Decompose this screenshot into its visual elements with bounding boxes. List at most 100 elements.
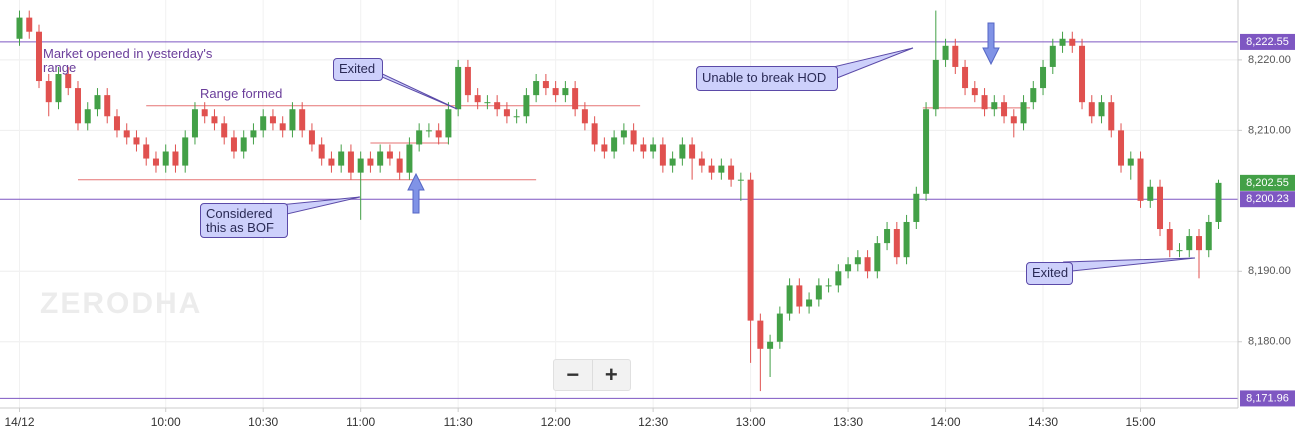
callout: Unable to break HOD	[696, 66, 838, 91]
candle-body	[562, 88, 569, 96]
candle-body	[45, 81, 52, 103]
candle-body	[279, 123, 286, 131]
candle-body	[16, 17, 23, 39]
candle-body	[581, 109, 588, 124]
candle-body	[1186, 236, 1193, 251]
candle-body	[728, 165, 735, 180]
candle-body	[542, 81, 549, 89]
candle-body	[572, 88, 579, 110]
candle-body	[455, 66, 462, 110]
candle-body	[981, 95, 988, 110]
candle-body	[1147, 186, 1154, 201]
candle-body	[1127, 158, 1134, 166]
x-tick-label: 10:30	[248, 415, 278, 429]
candle-body	[854, 257, 861, 265]
candle-body	[1108, 102, 1115, 131]
y-tick-label: 8,180.00	[1248, 336, 1291, 348]
candle-body	[689, 144, 696, 159]
candle-body	[26, 17, 33, 32]
candle-body	[191, 109, 198, 138]
candle-body	[377, 151, 384, 166]
candle-body	[903, 221, 910, 258]
candle-body	[347, 151, 354, 173]
price-label: 8,171.96	[1246, 392, 1289, 404]
candle-body	[406, 144, 413, 173]
candle-body	[357, 158, 364, 173]
candle-body	[133, 137, 140, 145]
y-tick-label: 8,190.00	[1248, 265, 1291, 277]
candle-body	[1079, 45, 1086, 103]
x-tick-label: 14:30	[1028, 415, 1058, 429]
callout-pointer	[373, 69, 458, 110]
candle-body	[113, 116, 120, 131]
candle-body	[201, 109, 208, 117]
candle-body	[484, 102, 491, 104]
callout-pointer	[1062, 257, 1196, 272]
x-tick-label: 15:00	[1126, 415, 1156, 429]
zoom-in-button[interactable]: +	[591, 360, 631, 390]
candle-body	[503, 109, 510, 117]
candle-body	[747, 179, 754, 321]
candle-body	[640, 144, 647, 152]
candle-body	[659, 144, 666, 166]
candle-body	[533, 81, 540, 96]
candle-body	[416, 130, 423, 145]
candle-body	[1176, 250, 1183, 252]
candle-body	[1098, 102, 1105, 117]
candle-body	[1157, 186, 1164, 230]
candle-body	[435, 130, 442, 138]
candle-body	[260, 116, 267, 131]
candle-body	[679, 144, 686, 159]
candle-body	[1010, 116, 1017, 124]
candle-body	[474, 95, 481, 103]
x-tick-label: 13:00	[736, 415, 766, 429]
candle-body	[289, 109, 296, 131]
candle-body	[737, 179, 744, 181]
candle-body	[1069, 38, 1076, 46]
x-tick-label: 12:00	[541, 415, 571, 429]
watermark: ZERODHA	[40, 287, 202, 320]
callout: Exited	[333, 58, 383, 81]
candle-body	[152, 158, 159, 166]
callout-pointer	[828, 47, 914, 79]
candle-body	[757, 320, 764, 349]
candle-body	[952, 45, 959, 67]
candle-body	[513, 116, 520, 118]
candle-body	[104, 95, 111, 117]
annotation: Range formed	[200, 86, 283, 101]
price-label-box	[1240, 191, 1295, 208]
candle-body	[893, 229, 900, 258]
price-label: 8,200.23	[1246, 193, 1289, 205]
candle-body	[1166, 229, 1173, 251]
candle-body	[1205, 221, 1212, 251]
candle-body	[1001, 102, 1008, 117]
candle-body	[318, 144, 325, 159]
candle-body	[367, 158, 374, 166]
candle-body	[162, 151, 169, 166]
candle-body	[971, 88, 978, 96]
candle-body	[464, 66, 471, 96]
candle-body	[308, 130, 315, 145]
candle-body	[55, 73, 62, 103]
candle-body	[767, 341, 774, 349]
candle-body	[425, 130, 432, 132]
candle-body	[913, 193, 920, 222]
candle-body	[172, 151, 179, 166]
arrow-down	[982, 22, 1000, 66]
price-label: 8,222.55	[1246, 36, 1289, 48]
candle-body	[1137, 158, 1144, 201]
zoom-out-button[interactable]: −	[566, 362, 580, 387]
candle-body	[386, 151, 393, 159]
candle-body	[84, 109, 91, 124]
candle-body	[240, 137, 247, 152]
x-tick-label: 14/12	[4, 415, 34, 429]
candle-body	[445, 109, 452, 138]
candle-body	[143, 144, 150, 159]
candle-body	[396, 158, 403, 173]
candle-body	[328, 158, 335, 166]
candle-body	[962, 66, 969, 89]
candle-body	[94, 95, 101, 110]
arrow-up	[407, 172, 425, 214]
x-tick-label: 14:00	[931, 415, 961, 429]
candle-body	[815, 285, 822, 300]
